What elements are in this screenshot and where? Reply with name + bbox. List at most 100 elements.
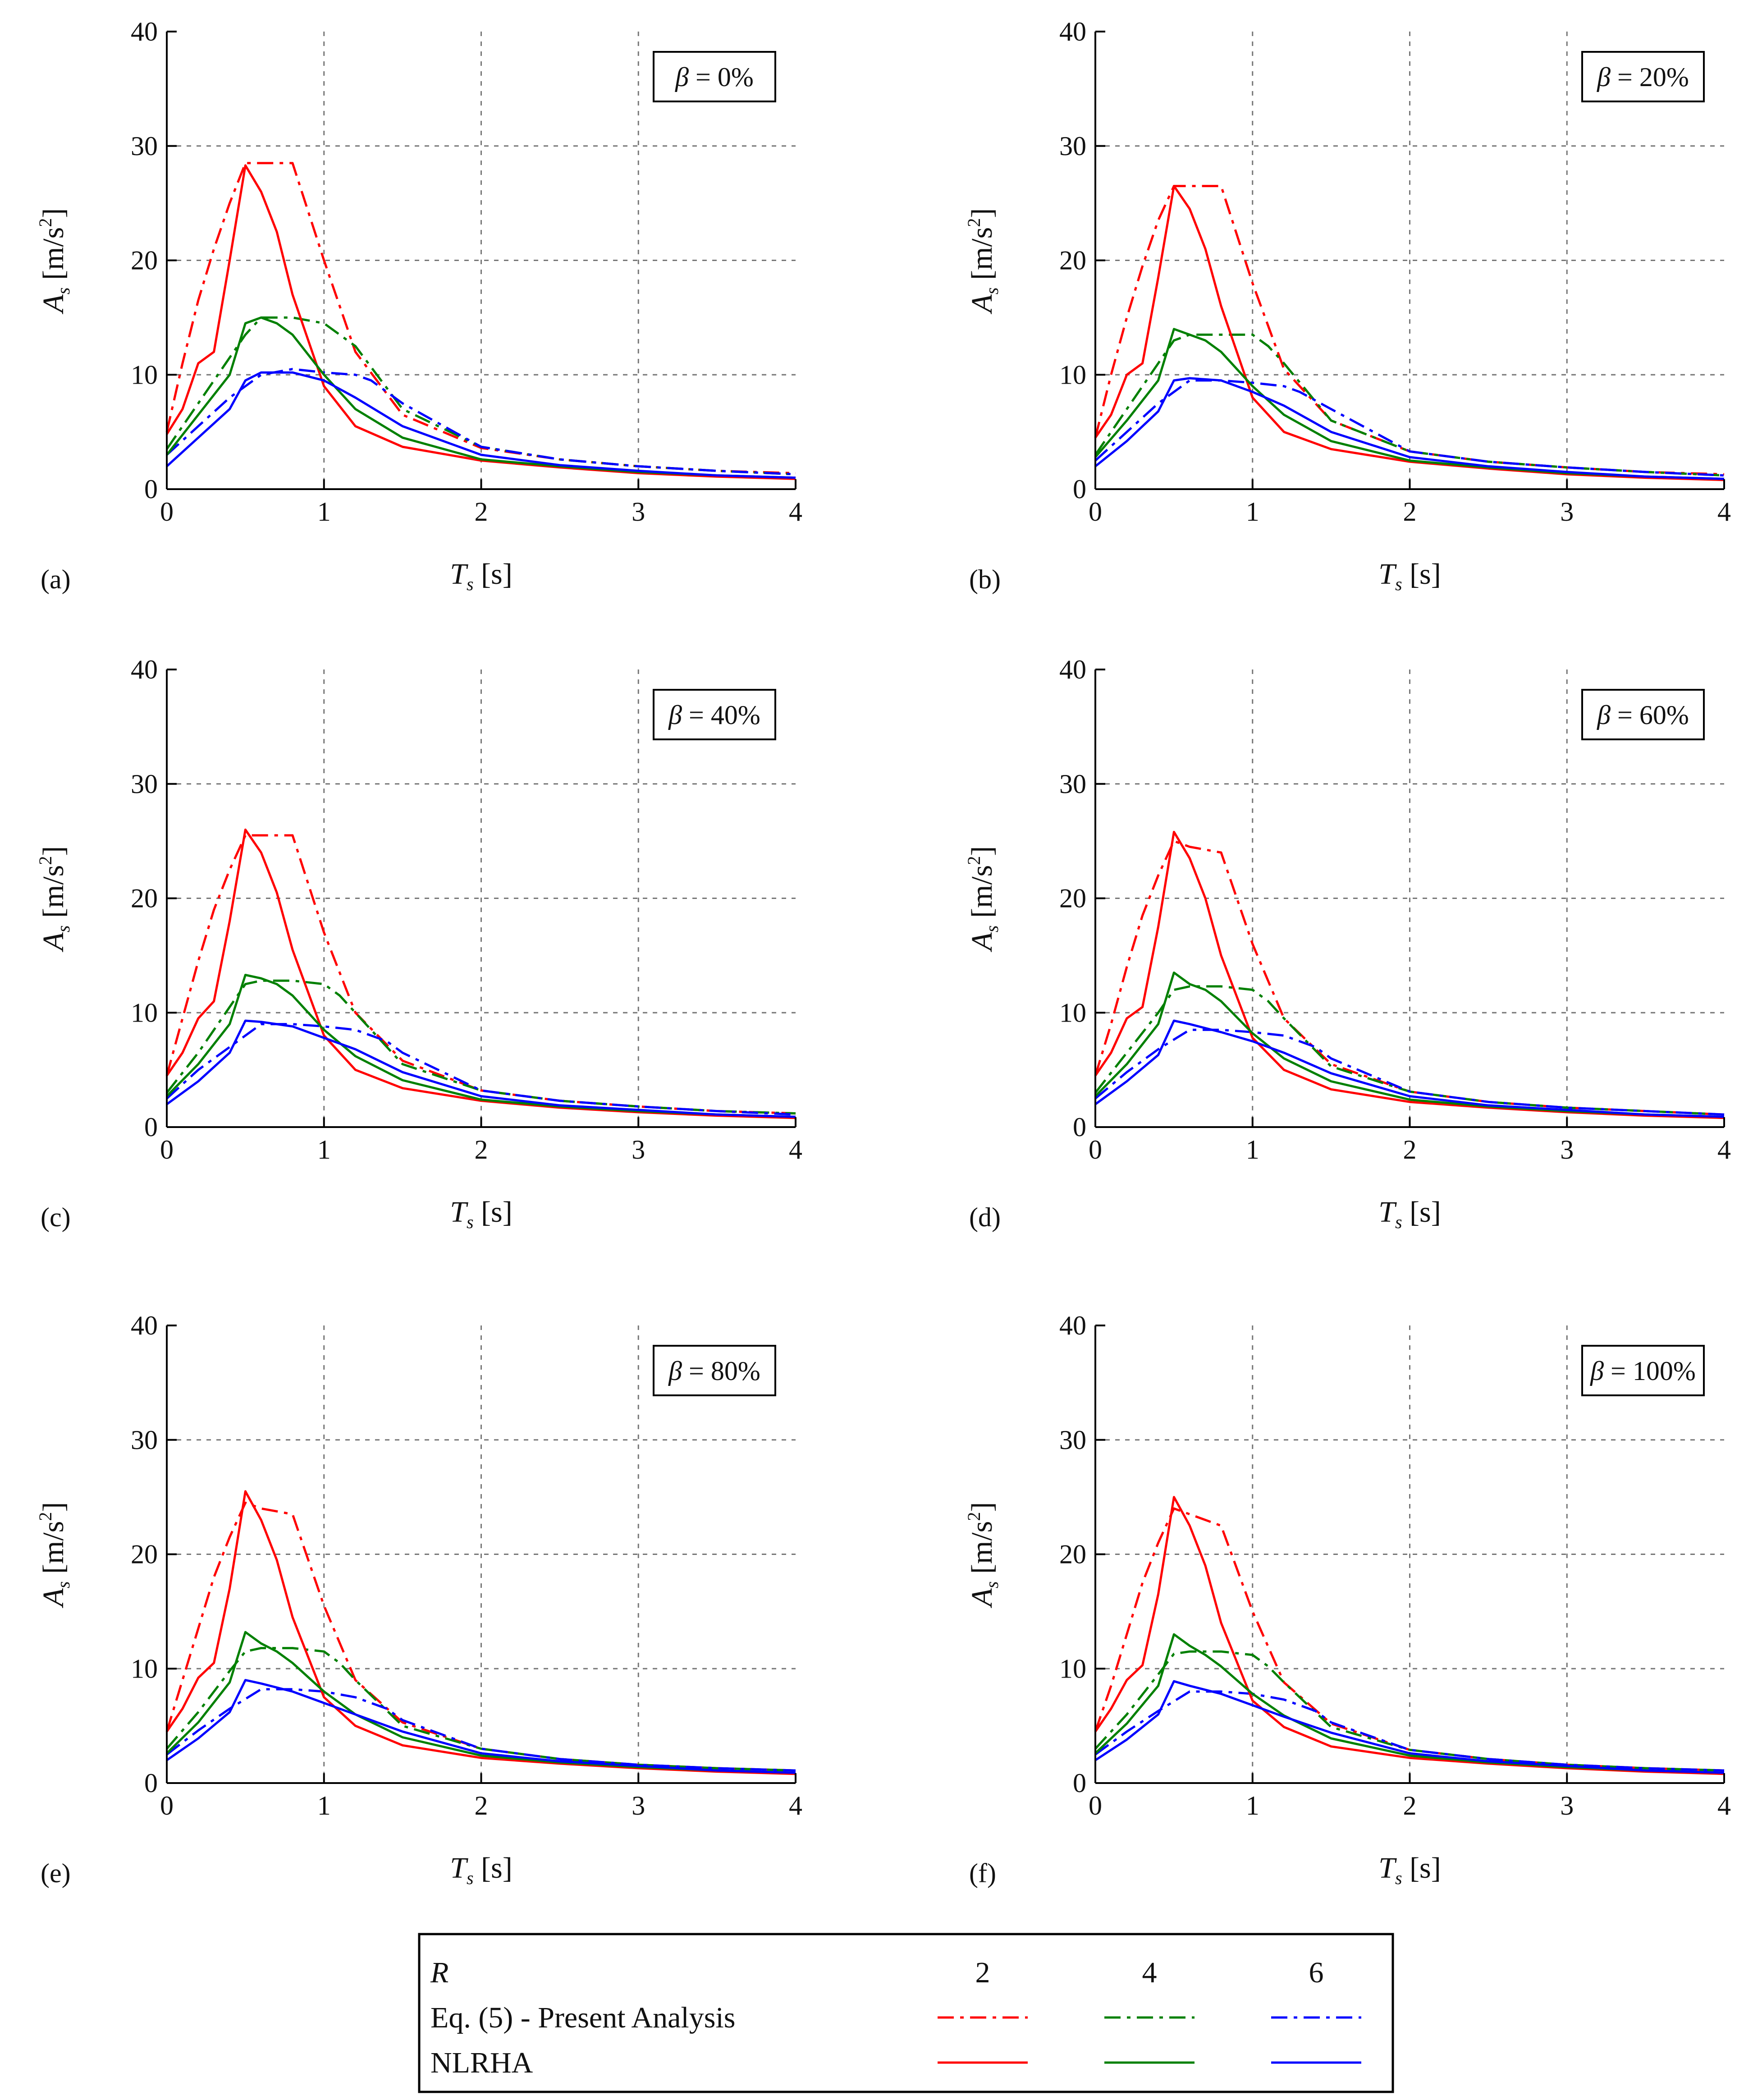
series-line-nlrha-r6: [1094, 377, 1725, 480]
x-tick-label: 3: [1560, 1135, 1574, 1165]
beta-annotation-box: [1581, 51, 1705, 102]
series-line-nlrha-r2: [165, 1490, 796, 1775]
legend-box: [418, 1933, 1394, 2093]
x-tick-label: 2: [1403, 497, 1417, 527]
y-tick-label: 40: [131, 655, 158, 684]
y-tick-label: 0: [144, 474, 158, 504]
x-tick-label: 3: [632, 1791, 645, 1820]
series-line-nlrha-r4: [166, 316, 796, 479]
y-tick-label: 20: [131, 884, 158, 913]
x-tick-label: 1: [317, 497, 331, 527]
y-tick-label: 40: [1059, 1311, 1086, 1340]
series-line-nlrha-r2: [165, 164, 796, 480]
series-line-eq5-r4: [166, 979, 796, 1115]
y-tick-label: 10: [131, 1654, 158, 1683]
x-tick-label: 2: [1403, 1135, 1417, 1165]
series-line-eq5-r6: [166, 368, 796, 476]
x-tick-label: 1: [317, 1791, 331, 1820]
series-line-eq5-r2: [1094, 185, 1725, 476]
y-tick-label: 40: [1059, 655, 1086, 684]
x-tick-label: 1: [317, 1135, 331, 1165]
y-tick-label: 40: [131, 1311, 158, 1340]
y-tick-label: 20: [1059, 884, 1086, 913]
y-tick-label: 20: [131, 1540, 158, 1569]
y-axis-title: As [m/s2]: [35, 846, 73, 953]
y-tick-label: 40: [1059, 17, 1086, 46]
y-tick-label: 30: [1059, 131, 1086, 161]
series-line-eq5-r4: [1094, 333, 1725, 477]
y-tick-label: 40: [131, 17, 158, 46]
series-line-nlrha-r4: [1094, 971, 1725, 1118]
y-tick-label: 0: [144, 1112, 158, 1142]
y-tick-label: 0: [1073, 474, 1086, 504]
x-axis-title: Ts [s]: [1378, 1852, 1441, 1888]
panel-label: (b): [969, 564, 1001, 594]
x-tick-label: 4: [789, 1135, 802, 1165]
series-line-eq5-r6: [1094, 1690, 1725, 1772]
panel-label: (e): [41, 1858, 71, 1888]
x-tick-label: 3: [1560, 1791, 1574, 1820]
legend-row-label: NLRHA: [430, 2046, 533, 2079]
y-axis-title: As [m/s2]: [964, 1502, 1002, 1609]
panel-label: (a): [41, 564, 71, 594]
series-line-eq5-r6: [1094, 1028, 1725, 1116]
series-line-nlrha-r4: [166, 1631, 796, 1774]
series-line-eq5-r2: [1094, 840, 1725, 1116]
x-tick-label: 3: [632, 1135, 645, 1165]
legend-row-label: Eq. (5) - Present Analysis: [430, 2001, 735, 2034]
x-tick-label: 2: [1403, 1791, 1417, 1820]
beta-annotation-box: [1581, 1345, 1705, 1396]
series-line-nlrha-r2: [1094, 830, 1725, 1119]
legend: R 2 4 6 Eq. (5) - Present Analysis NLRHA: [418, 1933, 1394, 2093]
x-tick-label: 2: [475, 497, 488, 527]
series-line-nlrha-r6: [166, 1679, 796, 1774]
y-tick-label: 10: [131, 998, 158, 1027]
y-tick-label: 0: [1073, 1112, 1086, 1142]
y-tick-label: 0: [1073, 1768, 1086, 1798]
y-tick-label: 30: [131, 1425, 158, 1455]
series-line-nlrha-r4: [166, 974, 796, 1118]
legend-r-value: 2: [975, 1956, 990, 1989]
x-tick-label: 1: [1246, 1791, 1259, 1820]
y-tick-label: 10: [131, 360, 158, 390]
x-tick-label: 3: [1560, 497, 1574, 527]
y-axis-title: As [m/s2]: [35, 1502, 73, 1609]
panel-label: (d): [969, 1202, 1001, 1232]
beta-annotation-box: [1581, 689, 1705, 740]
beta-annotation-text: β = 80%: [668, 1356, 760, 1386]
y-tick-label: 0: [144, 1768, 158, 1798]
legend-r-value: 4: [1142, 1956, 1157, 1989]
x-tick-label: 4: [789, 1791, 802, 1820]
beta-annotation-box: [653, 51, 776, 102]
beta-annotation-text: β = 0%: [675, 62, 754, 92]
y-tick-label: 20: [1059, 246, 1086, 275]
x-tick-label: 4: [1717, 1135, 1731, 1165]
x-axis-title: Ts [s]: [450, 1196, 512, 1232]
series-line-nlrha-r6: [166, 371, 796, 479]
series-line-nlrha-r6: [166, 1019, 796, 1118]
series-line-nlrha-r4: [1094, 328, 1725, 480]
x-tick-label: 0: [1089, 1135, 1102, 1165]
y-tick-label: 30: [1059, 769, 1086, 799]
x-axis-title: Ts [s]: [450, 558, 512, 594]
x-tick-label: 0: [1089, 497, 1102, 527]
y-tick-label: 30: [131, 131, 158, 161]
panel-label: (f): [969, 1858, 996, 1888]
x-tick-label: 4: [789, 497, 802, 527]
series-line-eq5-r2: [165, 1501, 796, 1772]
y-tick-label: 10: [1059, 998, 1086, 1027]
x-tick-label: 0: [160, 1791, 174, 1820]
y-axis-title: As [m/s2]: [35, 208, 73, 315]
series-line-nlrha-r2: [1094, 1496, 1725, 1775]
y-tick-label: 10: [1059, 360, 1086, 390]
x-tick-label: 2: [475, 1791, 488, 1820]
series-line-nlrha-r6: [1094, 1019, 1725, 1118]
y-tick-label: 20: [1059, 1540, 1086, 1569]
series-line-eq5-r2: [165, 834, 796, 1115]
x-tick-label: 0: [1089, 1791, 1102, 1820]
